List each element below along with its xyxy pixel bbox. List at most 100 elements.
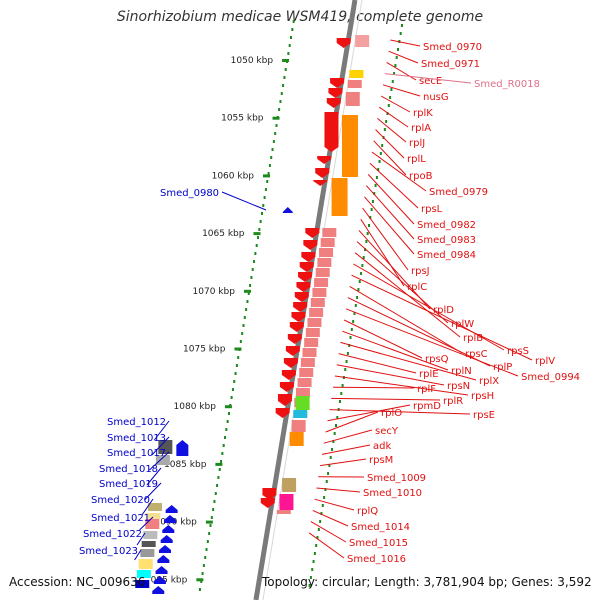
- ruler-tick: [205, 520, 213, 524]
- gene-arrow: [294, 292, 309, 302]
- ruler-dot: [235, 364, 238, 367]
- ruler-dot: [226, 420, 229, 423]
- leader-line: [384, 73, 472, 84]
- ruler-dot: [315, 544, 318, 547]
- ruler-tick: [234, 347, 242, 351]
- gene-block: [158, 440, 173, 454]
- gene-arrow: [336, 38, 351, 48]
- leader-line: [367, 174, 415, 225]
- ruler-dot: [264, 188, 267, 191]
- ruler-dot: [383, 128, 386, 131]
- gene-label: rpsH: [471, 391, 494, 402]
- ruler-dot: [209, 524, 212, 527]
- leader-line: [308, 532, 345, 559]
- accession-label: Accession: NC_009636: [9, 575, 146, 589]
- gene-label: secE: [419, 76, 442, 87]
- leader-line: [153, 420, 170, 441]
- gene-label: Smed_1012: [107, 417, 166, 428]
- gene-label: rplP: [493, 362, 512, 373]
- ruler-dot: [247, 292, 250, 295]
- gene-block: [307, 318, 322, 327]
- leader-line: [144, 482, 162, 501]
- ruler-dot: [266, 180, 269, 183]
- ruler-dot: [358, 280, 361, 283]
- gene-arrow: [155, 566, 168, 574]
- gene-block: [317, 258, 332, 267]
- gene-label: adk: [373, 441, 391, 452]
- leader-line: [378, 106, 409, 128]
- ruler-dot: [370, 208, 373, 211]
- gene-block: [331, 178, 348, 216]
- ruler-tick: [243, 289, 251, 293]
- ruler-dot: [270, 156, 273, 159]
- gene-label: Smed_1023: [79, 546, 138, 557]
- leader-line: [340, 341, 477, 381]
- ruler-dot: [263, 196, 266, 199]
- leader-line: [347, 297, 491, 367]
- gene-block: [289, 432, 304, 446]
- gene-block: [345, 92, 360, 106]
- ruler-dot: [206, 540, 209, 543]
- gene-arrow: [291, 312, 306, 322]
- ruler-dot: [331, 448, 334, 451]
- gene-block: [347, 80, 362, 88]
- gene-block: [355, 35, 370, 47]
- leader-line: [134, 549, 142, 561]
- ruler-dot: [369, 216, 372, 219]
- ruler-dot: [316, 536, 319, 539]
- gene-arrow: [176, 440, 189, 456]
- leader-line: [314, 498, 355, 511]
- leader-line: [320, 458, 367, 467]
- gene-block: [319, 248, 334, 257]
- gene-block: [309, 308, 324, 317]
- ruler-dot: [377, 168, 380, 171]
- ruler-dot: [216, 484, 219, 487]
- ruler-dot: [198, 588, 201, 591]
- gene-arrow: [324, 112, 339, 152]
- ruler-dot: [379, 152, 382, 155]
- gene-label: rpsN: [447, 381, 470, 392]
- ruler-dot: [394, 64, 397, 67]
- topology-label: Topology: circular; Length: 3,781,904 bp…: [262, 575, 592, 589]
- gene-label: Smed_1021: [91, 513, 150, 524]
- ruler-dot: [262, 204, 265, 207]
- gene-arrow: [153, 576, 166, 584]
- ruler-dot: [346, 352, 349, 355]
- ruler-dot: [291, 28, 294, 31]
- gene-label: rpoB: [409, 171, 433, 182]
- ruler-dot: [312, 560, 315, 563]
- gene-label: Smed_0979: [429, 187, 488, 198]
- ruler-dot: [374, 184, 377, 187]
- gene-block: [322, 228, 337, 237]
- ruler-dot: [258, 228, 261, 231]
- ruler-tick: [196, 578, 204, 582]
- gene-block: [143, 531, 158, 539]
- leader-line: [380, 95, 411, 113]
- ruler-dot: [362, 256, 365, 259]
- gene-arrow: [283, 358, 298, 368]
- ruler-dot: [381, 144, 384, 147]
- ruler-dot: [279, 100, 282, 103]
- gene-label: rplW: [451, 319, 474, 330]
- gene-arrow: [285, 346, 300, 356]
- ruler-dot: [272, 140, 275, 143]
- ruler-dot: [336, 416, 339, 419]
- ruler-dot: [338, 400, 341, 403]
- leader-line: [312, 509, 349, 527]
- gene-label: rplK: [413, 108, 433, 119]
- ruler-dot: [395, 56, 398, 59]
- ruler-tick-label: 1060 kbp: [212, 171, 255, 181]
- leader-line: [343, 319, 423, 359]
- gene-arrow: [296, 282, 311, 292]
- ruler-dot: [313, 552, 316, 555]
- gene-arrow: [326, 98, 341, 108]
- ruler-dot: [389, 96, 392, 99]
- gene-arrow: [275, 408, 290, 418]
- gene-label: rplD: [433, 305, 454, 316]
- ruler-tick: [224, 405, 232, 409]
- gene-block: [297, 378, 312, 387]
- gene-arrow: [293, 302, 308, 312]
- gene-arrow: [279, 382, 294, 392]
- ruler-dot: [208, 532, 211, 535]
